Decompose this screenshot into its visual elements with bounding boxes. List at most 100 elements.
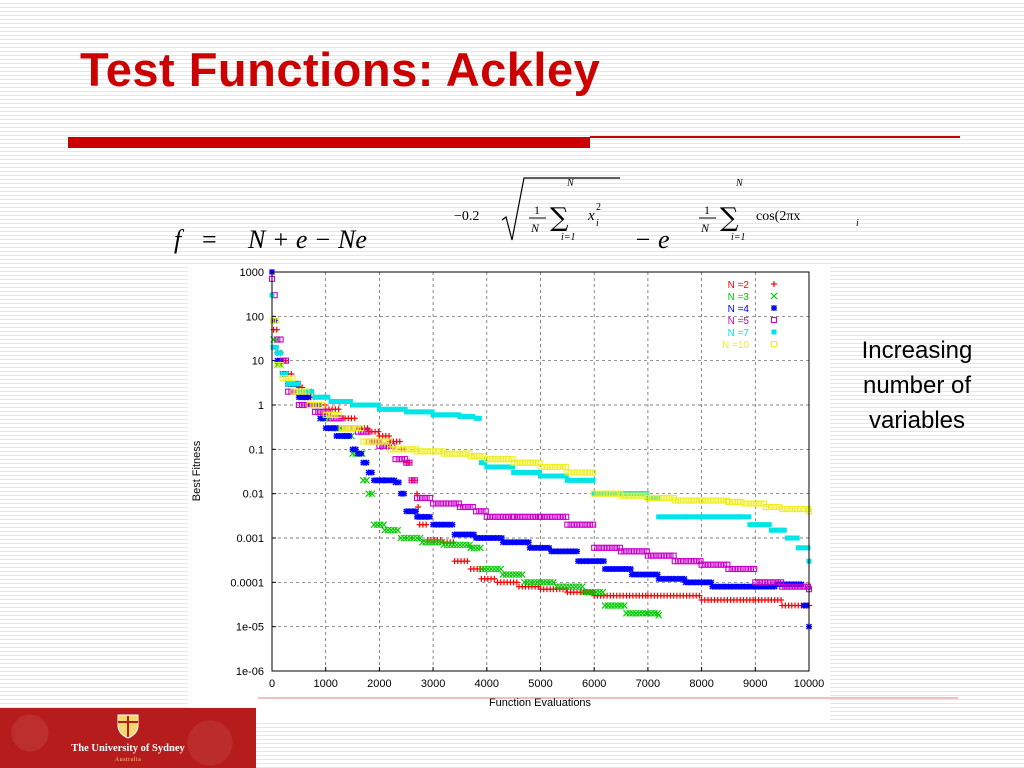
data-point [396, 438, 403, 445]
data-point [672, 514, 678, 520]
data-point [483, 513, 490, 520]
data-point [686, 514, 692, 520]
marker-shape [771, 579, 778, 586]
data-point [513, 513, 520, 520]
data-point [338, 425, 345, 432]
marker-shape [383, 406, 389, 412]
marker-stroke [497, 565, 505, 573]
data-point [494, 565, 501, 573]
data-point [725, 514, 731, 520]
marker-shape [541, 473, 547, 479]
marker-shape [543, 463, 550, 471]
marker-shape [791, 505, 799, 513]
marker-shape [273, 344, 279, 350]
marker-shape [570, 469, 577, 476]
marker-shape [293, 388, 300, 395]
marker-shape [351, 425, 358, 432]
data-point [423, 521, 430, 528]
marker-shape [426, 409, 432, 415]
marker-shape [577, 469, 584, 476]
marker-shape [701, 497, 708, 504]
data-point [747, 522, 753, 528]
marker-shape [704, 561, 712, 568]
data-point [757, 500, 764, 507]
marker-shape [772, 527, 778, 533]
marker-shape [474, 453, 481, 460]
data-point [530, 470, 536, 476]
data-point [696, 592, 703, 599]
marker-shape [529, 513, 537, 520]
data-point [499, 571, 507, 578]
data-point [277, 336, 284, 343]
data-point [616, 544, 624, 551]
data-point [387, 446, 394, 453]
marker-shape [456, 450, 464, 457]
marker-shape [390, 446, 397, 453]
data-point [429, 409, 435, 415]
data-point [637, 548, 644, 555]
data-point [453, 541, 461, 549]
data-point [484, 464, 490, 470]
data-point [607, 490, 614, 497]
marker-stroke [346, 432, 353, 439]
marker-shape [750, 522, 756, 528]
series-3 [269, 269, 812, 630]
y-tick-label: 0.1 [249, 444, 264, 456]
data-point [746, 514, 752, 520]
formula-term1-sup: 2 [596, 202, 601, 213]
marker-shape [473, 508, 480, 515]
data-point [399, 406, 405, 412]
data-point [596, 588, 603, 596]
marker-shape [496, 456, 503, 463]
data-point [782, 583, 789, 590]
marker-shape [353, 402, 359, 408]
data-point [573, 521, 581, 528]
data-point [398, 456, 406, 463]
marker-stroke [642, 609, 650, 617]
data-point [499, 513, 506, 520]
marker-shape [325, 411, 332, 418]
data-point [597, 490, 604, 497]
marker-shape [533, 470, 539, 476]
data-point [805, 545, 811, 551]
data-point [587, 477, 593, 483]
series-1 [270, 326, 812, 609]
x-tick-label: 5000 [528, 678, 552, 690]
data-point [456, 541, 464, 549]
marker-shape [591, 491, 597, 497]
data-point [460, 503, 467, 511]
data-point [413, 409, 419, 415]
marker-shape [753, 522, 759, 528]
marker-shape [553, 513, 560, 520]
marker-shape [580, 521, 587, 528]
data-point [436, 500, 443, 507]
marker-shape [348, 425, 355, 432]
data-point [453, 412, 459, 418]
marker-shape [651, 552, 658, 559]
marker-shape [315, 408, 322, 415]
data-point [390, 446, 397, 453]
data-point [778, 579, 785, 586]
legend-label: N =2 [728, 280, 750, 291]
marker-shape [366, 402, 372, 408]
data-point [791, 583, 799, 590]
marker-shape [563, 473, 569, 479]
data-point [570, 521, 577, 528]
data-point [635, 609, 643, 617]
marker-shape [791, 535, 797, 541]
marker-shape [506, 464, 512, 470]
marker-shape [335, 411, 342, 418]
marker-shape [455, 500, 462, 507]
data-point [721, 497, 728, 504]
marker-shape [486, 513, 494, 520]
data-point [591, 490, 598, 497]
legend-label: N =3 [728, 292, 750, 303]
marker-shape [408, 477, 415, 484]
data-point [363, 459, 370, 466]
marker-stroke [363, 476, 370, 484]
marker-shape [584, 477, 590, 483]
marker-shape [315, 394, 321, 400]
marker-shape [426, 448, 433, 455]
marker-stroke [518, 571, 526, 578]
data-point [544, 473, 550, 479]
